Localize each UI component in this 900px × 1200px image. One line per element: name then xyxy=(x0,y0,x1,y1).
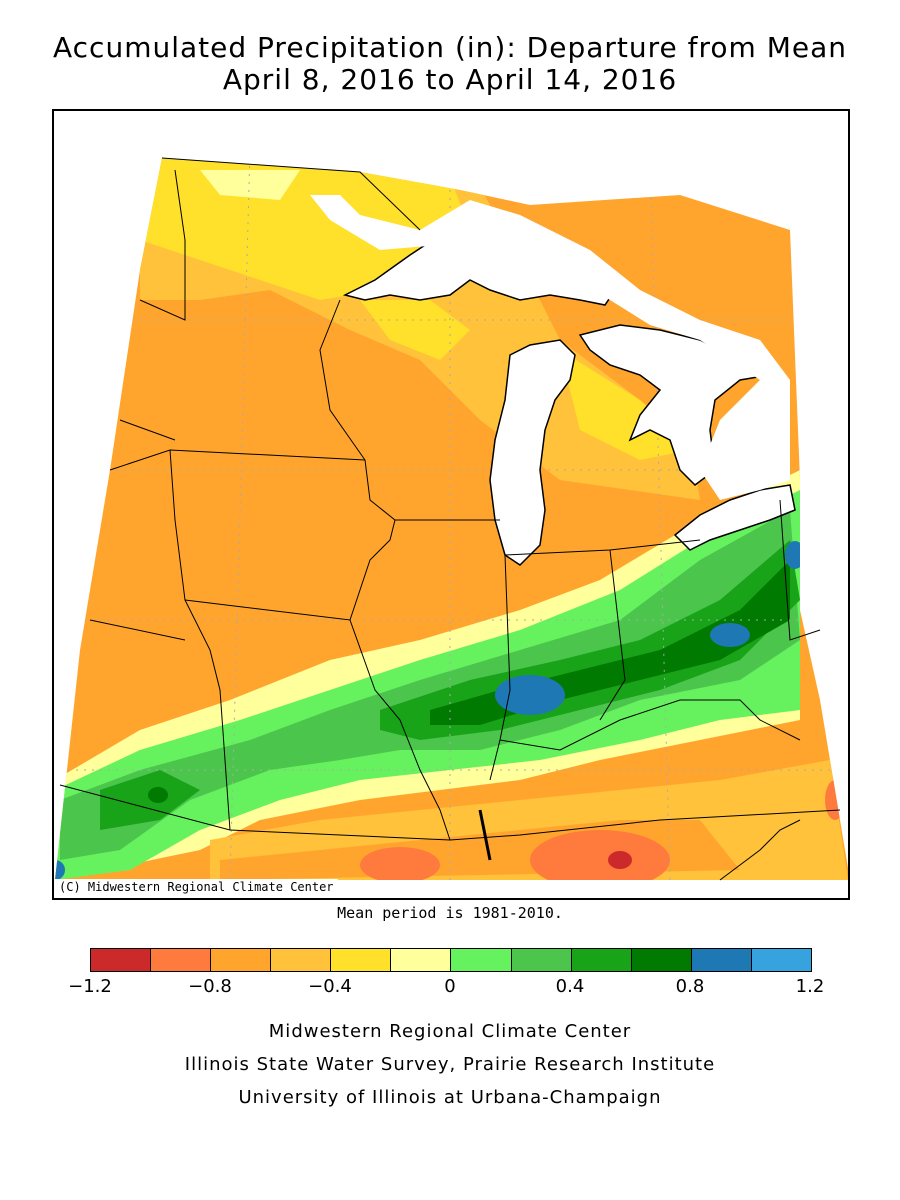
border-ia-ne-ks xyxy=(169,449,231,831)
state-borders xyxy=(59,157,841,881)
legend-tick-label: −0.4 xyxy=(308,976,352,997)
legend-swatch-9 xyxy=(631,949,692,971)
border-in-oh xyxy=(599,549,626,721)
precipitation-departure-map xyxy=(55,157,848,881)
mean-period-note: Mean period is 1981-2010. xyxy=(337,904,563,922)
border-ia-south xyxy=(184,519,396,621)
shade-plus-0-8-ks xyxy=(148,787,168,803)
shade-plus-1-0-oh xyxy=(710,623,750,647)
legend-swatch-6 xyxy=(451,949,512,971)
lake-michigan xyxy=(489,339,576,566)
credit-uiuc: University of Illinois at Urbana-Champai… xyxy=(238,1087,662,1108)
legend-swatch-4 xyxy=(331,949,392,971)
credit-mrcc: Midwestern Regional Climate Center xyxy=(268,1021,632,1042)
mississippi-river xyxy=(478,809,492,861)
legend-tick-label: 0.4 xyxy=(555,976,585,997)
border-sd-ne xyxy=(119,419,176,441)
legend-tick-label: −0.8 xyxy=(188,976,232,997)
legend-swatch-11 xyxy=(751,949,811,971)
shade-minus-0-2-wi xyxy=(360,300,470,360)
canada-land xyxy=(310,195,790,500)
legend-swatch-5 xyxy=(391,949,452,971)
border-mo-il xyxy=(349,619,451,841)
shade-minus-0-8-ky xyxy=(530,830,670,880)
border-ky-oh-river xyxy=(499,699,801,751)
lake-erie xyxy=(673,484,796,551)
border-nd-mn xyxy=(139,169,186,321)
legend-tick-label: 1.2 xyxy=(795,976,825,997)
legend-tick-label: 0 xyxy=(444,976,456,997)
shade-minus-0-8-east xyxy=(825,780,845,820)
shade-minus-1-0-ky xyxy=(608,851,632,869)
border-il-in xyxy=(489,554,511,781)
shade-plus-0-4 xyxy=(60,510,800,860)
shade-zero-north xyxy=(200,170,300,200)
border-canada-mn xyxy=(161,157,421,231)
color-legend xyxy=(90,948,812,972)
credit-isws: Illinois State Water Survey, Prairie Res… xyxy=(184,1054,716,1075)
legend-tick-label: −1.2 xyxy=(68,976,112,997)
legend-swatch-1 xyxy=(151,949,212,971)
legend-swatch-0 xyxy=(91,949,152,971)
copyright-label: (C) Midwestern Regional Climate Center xyxy=(55,879,338,895)
border-ky-va xyxy=(719,819,801,881)
legend-swatch-2 xyxy=(211,949,272,971)
legend-swatch-10 xyxy=(691,949,752,971)
legend-swatch-8 xyxy=(571,949,632,971)
shade-plus-0-6-central xyxy=(380,540,800,740)
shade-plus-0-6-west xyxy=(100,770,200,830)
legend-swatch-3 xyxy=(271,949,332,971)
map-title-line1: Accumulated Precipitation (in): Departur… xyxy=(53,31,847,64)
border-oh-pa xyxy=(779,499,821,641)
map-title-line2: April 8, 2016 to April 14, 2016 xyxy=(222,63,678,96)
legend-tick-label: 0.8 xyxy=(675,976,705,997)
border-ne-ks xyxy=(89,619,186,641)
great-lakes xyxy=(310,195,796,566)
shade-minus-0-8-mo xyxy=(360,847,440,880)
legend-swatch-7 xyxy=(511,949,572,971)
shade-plus-1-0-sw xyxy=(55,860,65,880)
shade-plus-1-0-il-in xyxy=(495,675,565,715)
shade-plus-1-0-east xyxy=(785,541,805,569)
